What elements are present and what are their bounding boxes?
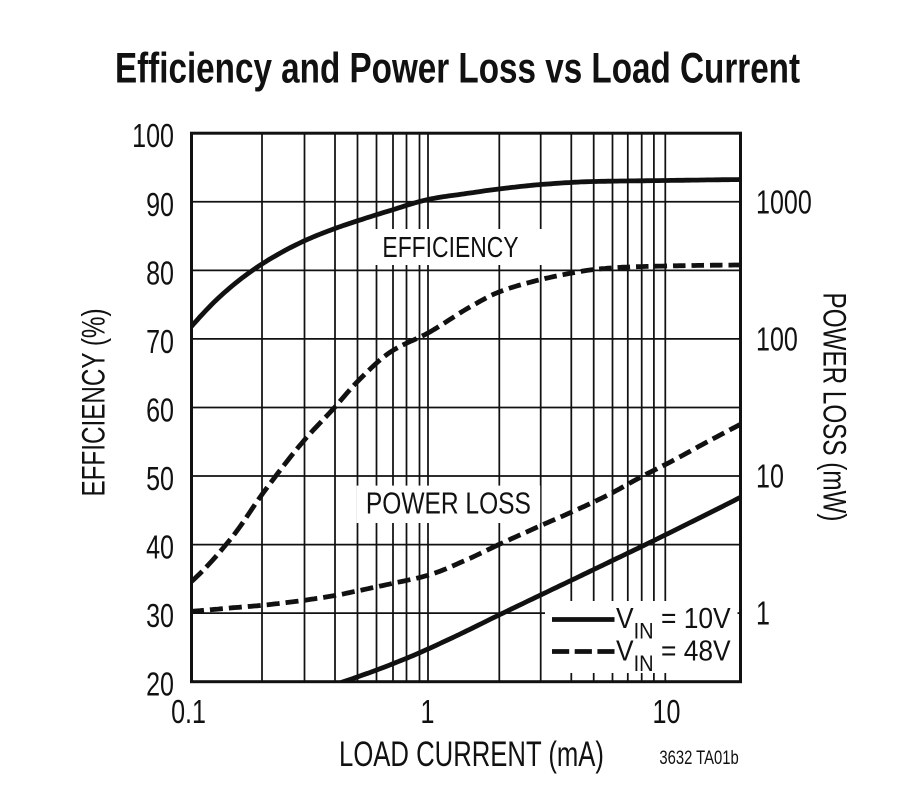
- svg-text:50: 50: [146, 461, 174, 498]
- svg-text:20: 20: [146, 666, 174, 703]
- svg-text:Efficiency and Power Loss vs L: Efficiency and Power Loss vs Load Curren…: [115, 44, 800, 92]
- svg-text:30: 30: [146, 598, 174, 635]
- svg-text:60: 60: [146, 392, 174, 429]
- svg-text:POWER LOSS: POWER LOSS: [366, 486, 531, 520]
- svg-text:100: 100: [132, 118, 174, 155]
- svg-text:10: 10: [653, 694, 681, 731]
- svg-text:1: 1: [756, 595, 770, 632]
- svg-text:EFFICIENCY: EFFICIENCY: [382, 230, 518, 263]
- svg-text:LOAD CURRENT (mA): LOAD CURRENT (mA): [339, 734, 604, 774]
- svg-text:3632 TA01b: 3632 TA01b: [659, 747, 738, 768]
- svg-text:10: 10: [756, 458, 784, 495]
- svg-text:80: 80: [146, 255, 174, 292]
- svg-text:40: 40: [146, 529, 174, 566]
- svg-text:POWER LOSS (mW): POWER LOSS (mW): [816, 293, 852, 522]
- svg-text:VIN = 48V: VIN = 48V: [616, 634, 731, 676]
- svg-text:1000: 1000: [756, 184, 812, 221]
- svg-text:EFFICIENCY (%): EFFICIENCY (%): [76, 308, 112, 496]
- svg-text:0.1: 0.1: [171, 694, 206, 731]
- svg-text:1: 1: [421, 694, 435, 731]
- svg-text:90: 90: [146, 187, 174, 224]
- svg-text:VIN = 10V: VIN = 10V: [616, 602, 731, 644]
- svg-text:100: 100: [756, 321, 798, 358]
- svg-text:70: 70: [146, 324, 174, 361]
